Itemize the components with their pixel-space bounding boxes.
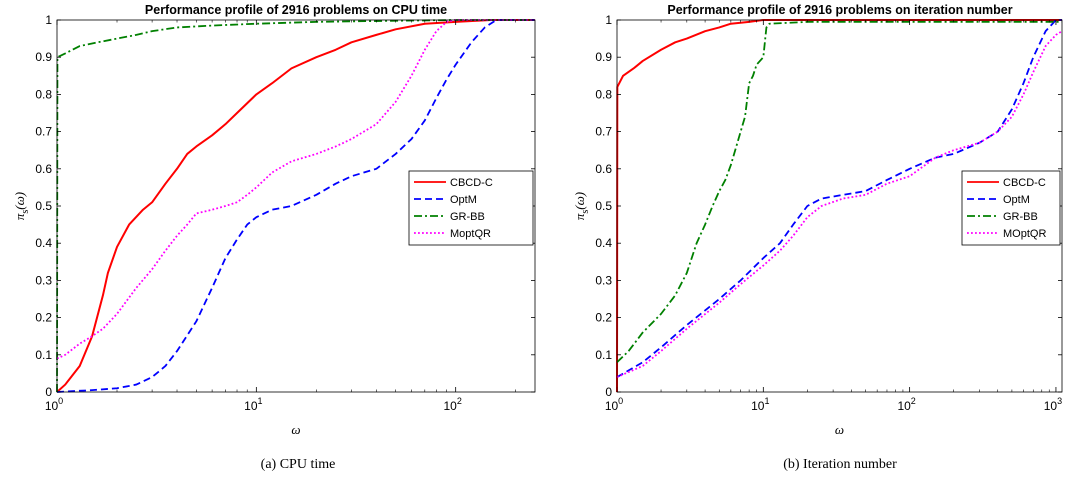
legend-label-moptqr: MOptQR (1003, 228, 1046, 240)
y-tick-label: 0.4 (595, 236, 612, 250)
legend-label-moptqr: MoptQR (450, 228, 491, 240)
y-axis-label: πs(ω) (12, 192, 31, 220)
legend-label-gr-bb: GR-BB (450, 211, 485, 223)
x-tick-label: 100 (605, 396, 623, 413)
x-tick-label: 102 (897, 396, 915, 413)
y-tick-label: 0.9 (35, 50, 52, 64)
y-tick-label: 0.1 (595, 348, 612, 362)
y-tick-label: 0.5 (595, 199, 612, 213)
y-tick-label: 0.3 (595, 273, 612, 287)
y-tick-label: 0.3 (35, 273, 52, 287)
chart-title: Performance profile of 2916 problems on … (667, 3, 1012, 17)
chart-panel-iteration-number: 0 0.1 0.2 0.3 0.4 0.5 0.6 0.7 0.8 0.9 1 100 101 102 10… (572, 3, 1063, 472)
y-tick-label: 0 (605, 385, 612, 399)
y-tick-label: 0.1 (35, 348, 52, 362)
y-tick-label: 0.9 (595, 50, 612, 64)
series-line-optm (56, 19, 535, 393)
legend-label-optm: OptM (1003, 194, 1030, 206)
x-tick-label: 100 (45, 396, 63, 413)
x-tick-label: 102 (443, 396, 461, 413)
y-tick-label: 0.7 (595, 125, 612, 139)
series-line-gr-bb (56, 19, 535, 393)
legend: CBCD-C OptM GR-BB MoptQR (408, 170, 534, 246)
y-tick-label: 1 (45, 13, 52, 27)
y-tick-label: 0.8 (595, 87, 612, 101)
y-tick-label: 1 (605, 13, 612, 27)
y-tick-label: 0 (45, 385, 52, 399)
x-axis-label: ω (835, 422, 844, 437)
x-tick-label: 103 (1044, 396, 1062, 413)
legend-label-gr-bb: GR-BB (1003, 211, 1038, 223)
legend-label-optm: OptM (450, 194, 477, 206)
x-tick-label: 101 (244, 396, 262, 413)
series-line-optm (616, 19, 1062, 378)
legend-label-cbcd-c: CBCD-C (450, 177, 493, 189)
y-tick-label: 0.6 (35, 162, 52, 176)
y-tick-label: 0.5 (35, 199, 52, 213)
y-tick-label: 0.4 (35, 236, 52, 250)
legend: CBCD-C OptM GR-BB MOptQR (961, 170, 1061, 246)
series-line-cbcd-c (56, 19, 535, 393)
y-tick-label: 0.7 (35, 125, 52, 139)
figure-caption: (b) Iteration number (783, 457, 897, 472)
y-axis-label: πs(ω) (572, 192, 591, 220)
x-tick-label: 101 (751, 396, 769, 413)
y-tick-label: 0.2 (595, 311, 612, 325)
series-line-cbcd-c (616, 19, 1062, 393)
legend-box (408, 170, 534, 246)
x-axis-label: ω (291, 422, 300, 437)
legend-box (961, 170, 1061, 246)
series-line-moptqr (56, 19, 535, 360)
chart-panel-cpu-time: 0 0.1 0.2 0.3 0.4 0.5 0.6 0.7 0.8 0.9 1 100 101 102 Pe… (12, 3, 536, 472)
y-tick-label: 0.2 (35, 311, 52, 325)
y-tick-label: 0.8 (35, 87, 52, 101)
chart-title: Performance profile of 2916 problems on … (145, 3, 447, 17)
figure-caption: (a) CPU time (261, 457, 336, 472)
legend-label-cbcd-c: CBCD-C (1003, 177, 1046, 189)
y-tick-label: 0.6 (595, 162, 612, 176)
